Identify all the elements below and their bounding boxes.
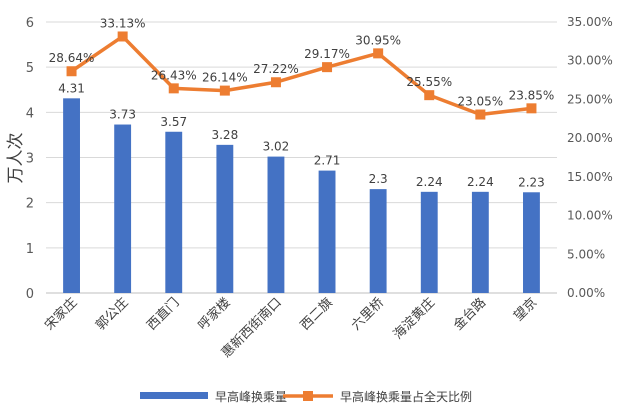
x-tick-label: 呼家楼 (195, 295, 234, 334)
line-marker (66, 66, 77, 77)
y-tick-label: 1 (26, 242, 34, 257)
x-tick-label: 西直门 (144, 295, 182, 333)
bar (420, 191, 438, 293)
legend: 早高峰换乘量 早高峰换乘量占全天比例 (140, 389, 472, 404)
line-marker (168, 83, 179, 94)
bar (523, 192, 540, 293)
bar (63, 98, 80, 293)
bar (369, 189, 387, 293)
bars (63, 98, 540, 293)
bar-data-labels: 4.31 3.73 3.57 3.28 3.02 2.71 2.3 2.24 2.24 2.23 (58, 81, 545, 189)
line-marker (322, 62, 333, 73)
y-axis-title: 万人次 (6, 133, 26, 184)
line-marker (475, 109, 486, 120)
x-tick-label: 海淀黄庄 (390, 295, 438, 343)
bar (114, 124, 132, 293)
y2-tick-label: 5.00% (567, 247, 605, 261)
line-data-label: 23.05% (457, 95, 503, 109)
legend-bar-swatch (140, 392, 208, 399)
legend-line-label: 早高峰换乘量占全天比例 (340, 389, 472, 404)
y2-tick-label: 30.00% (567, 54, 613, 68)
bar (165, 131, 183, 293)
grid (46, 21, 557, 294)
y2-tick-label: 0.00% (567, 286, 605, 300)
line-data-label: 28.64% (49, 51, 95, 65)
line-data-label: 23.85% (509, 88, 555, 102)
bar-data-label: 2.3 (369, 172, 388, 186)
y-tick-label: 2 (26, 197, 34, 212)
bar-data-label: 3.57 (160, 115, 187, 129)
bar (216, 144, 234, 293)
y2-tick-label: 25.00% (567, 92, 613, 106)
line-data-label: 29.17% (304, 47, 350, 61)
bar-data-label: 2.24 (467, 175, 494, 189)
line-data-label: 25.55% (406, 75, 452, 89)
bar-data-label: 4.31 (58, 81, 85, 95)
x-tick-label: 金台路 (450, 295, 489, 334)
line-marker (526, 103, 537, 114)
y2-axis: 0.00% 5.00% 10.00% 15.00% 20.00% 25.00% 30.00%… (567, 15, 613, 300)
line-data-labels: 28.64% 33.13% 26.43% 26.14% 27.22% 29.17% 30.9… (49, 16, 555, 108)
bar-data-label: 2.23 (518, 175, 545, 189)
line-marker (373, 48, 384, 59)
y-tick-label: 5 (26, 61, 34, 76)
bar-data-label: 2.24 (416, 175, 443, 189)
line-data-label: 33.13% (100, 16, 146, 30)
y2-tick-label: 20.00% (567, 131, 613, 145)
line-data-label: 26.14% (202, 71, 248, 85)
y2-tick-label: 10.00% (567, 209, 613, 223)
line-data-label: 26.43% (151, 68, 197, 82)
bar-data-label: 3.02 (263, 140, 290, 154)
line-data-label: 30.95% (355, 33, 401, 47)
bar (318, 170, 336, 293)
line-marker (219, 85, 230, 96)
y-tick-label: 4 (26, 106, 34, 121)
y2-tick-label: 15.00% (567, 170, 613, 184)
line-marker (424, 90, 435, 101)
bar-data-label: 3.28 (211, 128, 238, 142)
series-line (70, 34, 532, 117)
x-tick-label: 西二旗 (297, 295, 336, 334)
line-marker (270, 77, 281, 88)
x-tick-label: 郭公庄 (93, 295, 132, 334)
bar-data-label: 3.73 (109, 108, 136, 122)
x-tick-label: 望京 (511, 295, 541, 325)
y-tick-label: 0 (26, 287, 34, 302)
line-data-label: 27.22% (253, 62, 299, 76)
bar (267, 156, 285, 293)
bar-data-label: 2.71 (314, 154, 341, 168)
legend-bar-label: 早高峰换乘量 (215, 389, 287, 404)
y2-tick-label: 35.00% (567, 15, 613, 29)
line-series (66, 31, 537, 120)
x-tick-label: 宋家庄 (41, 295, 80, 334)
legend-line-marker (303, 391, 313, 401)
bar (471, 191, 489, 293)
y-axis: 0 1 2 3 4 5 6 (26, 16, 34, 302)
x-tick-label: 六里桥 (349, 295, 387, 333)
line-marker (117, 31, 128, 42)
y-tick-label: 3 (26, 152, 34, 167)
y-tick-label: 6 (26, 16, 34, 31)
